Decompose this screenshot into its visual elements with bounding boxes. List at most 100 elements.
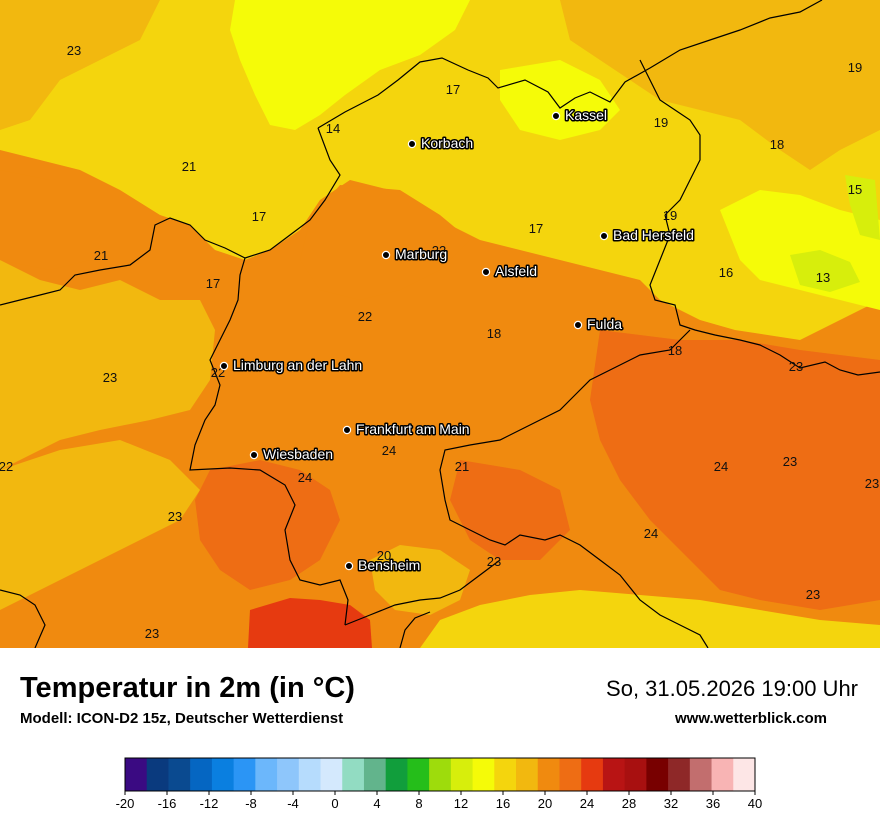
legend-tick-label: 16 (496, 796, 510, 811)
city-dot (599, 231, 609, 241)
temperature-value: 23 (783, 454, 797, 469)
temperature-value: 17 (529, 221, 543, 236)
temperature-value: 18 (668, 343, 682, 358)
city-dot (551, 111, 561, 121)
legend-swatch (429, 758, 452, 791)
legend-swatch (320, 758, 343, 791)
forecast-datetime: So, 31.05.2026 19:00 Uhr (606, 676, 858, 701)
city-dot (249, 450, 259, 460)
zone-19-20 (370, 545, 470, 615)
legend-swatch (624, 758, 647, 791)
color-legend: -20 -16 -12 -8 -4 0 4 8 12 16 20 24 28 32 36 40 (0, 748, 880, 828)
zone-13 (790, 250, 860, 292)
border-hesse (317, 0, 823, 129)
legend-swatch (646, 758, 669, 791)
temperature-value: 17 (446, 82, 460, 97)
city-label: Bad Hersfeld (613, 227, 694, 243)
city-dot (381, 250, 391, 260)
legend-swatch (559, 758, 582, 791)
temperature-value: 18 (770, 137, 784, 152)
border-hesse (344, 559, 501, 626)
temperature-value: 22 (0, 459, 13, 474)
temperature-value: 23 (145, 626, 159, 641)
legend-tick-label: 0 (331, 796, 338, 811)
temperature-value: 21 (94, 248, 108, 263)
city-dot (342, 425, 352, 435)
temperature-value: 13 (816, 270, 830, 285)
legend-tick-label: 20 (538, 796, 552, 811)
border-hesse (189, 127, 349, 626)
legend-tick-label: 28 (622, 796, 636, 811)
map-title: Temperatur in 2m (in °C) (20, 672, 355, 704)
legend-tick-label: -8 (245, 796, 257, 811)
legend-swatch (277, 758, 300, 791)
legend-swatch (363, 758, 387, 791)
zone-17-19 (420, 590, 880, 648)
temperature-value: 23 (487, 554, 501, 569)
city-dot (407, 139, 417, 149)
temperature-value: 14 (326, 121, 340, 136)
legend-swatch (146, 758, 169, 791)
temperature-value: 24 (298, 470, 312, 485)
temperature-value: 23 (67, 43, 81, 58)
temperature-value: 21 (455, 459, 469, 474)
legend-swatch (602, 758, 626, 791)
zone-26 (248, 598, 372, 648)
zone-19-20 (560, 0, 880, 170)
legend-swatch (385, 758, 408, 791)
legend-swatch (537, 758, 560, 791)
city-dot (573, 320, 583, 330)
city-label: Bensheim (358, 557, 420, 573)
model-info: Modell: ICON-D2 15z, Deutscher Wetterdie… (20, 710, 344, 727)
legend-tick-label: 4 (373, 796, 380, 811)
legend-swatch (711, 758, 734, 791)
legend-frame (124, 757, 756, 792)
legend-swatch (450, 758, 474, 791)
temperature-value: 16 (719, 265, 733, 280)
zone-14-16 (500, 60, 620, 140)
state-borders (0, 0, 880, 648)
city-label: Frankfurt am Main (356, 421, 470, 437)
temperature-value: 19 (654, 115, 668, 130)
border-hesse (649, 214, 880, 376)
legend-tick-label: 24 (580, 796, 594, 811)
zone-22-24 (195, 460, 340, 590)
legend-swatch (125, 758, 148, 791)
temperature-value: 17 (252, 209, 266, 224)
legend-swatch (168, 758, 191, 791)
temperature-value: 21 (182, 159, 196, 174)
zone-19-20 (0, 440, 200, 610)
zone-19-20 (0, 260, 215, 470)
temperature-value: 15 (848, 182, 862, 197)
legend-tick-label: 8 (415, 796, 422, 811)
city-label: Fulda (587, 316, 622, 332)
temperature-value: 23 (168, 509, 182, 524)
border-hesse (399, 611, 431, 648)
legend-tick-label: -16 (158, 796, 177, 811)
zone-20-22 (0, 170, 110, 270)
temperature-value: 24 (644, 526, 658, 541)
legend-swatch (668, 758, 691, 791)
legend-swatch (472, 758, 495, 791)
city-label: Wiesbaden (263, 446, 333, 462)
zone-14-16 (230, 0, 470, 130)
temperature-value: 19 (663, 208, 677, 223)
temperature-value: 17 (206, 276, 220, 291)
temperature-zones (0, 0, 880, 648)
city-label: Kassel (565, 107, 607, 123)
legend-swatch (581, 758, 604, 791)
zone-22-24 (590, 330, 880, 610)
city-dot (219, 361, 229, 371)
temperature-value: 23 (103, 370, 117, 385)
border-hesse (439, 329, 709, 648)
website-link[interactable]: www.wetterblick.com (675, 710, 827, 727)
temperature-value: 24 (714, 459, 728, 474)
border-hesse (639, 59, 701, 216)
city-dot (481, 267, 491, 277)
legend-tick-label: 32 (664, 796, 678, 811)
city-dot (344, 561, 354, 571)
legend-tick-label: -4 (287, 796, 299, 811)
temperature-value: 23 (789, 359, 803, 374)
legend-swatch (255, 758, 278, 791)
legend-tick-label: -12 (200, 796, 219, 811)
